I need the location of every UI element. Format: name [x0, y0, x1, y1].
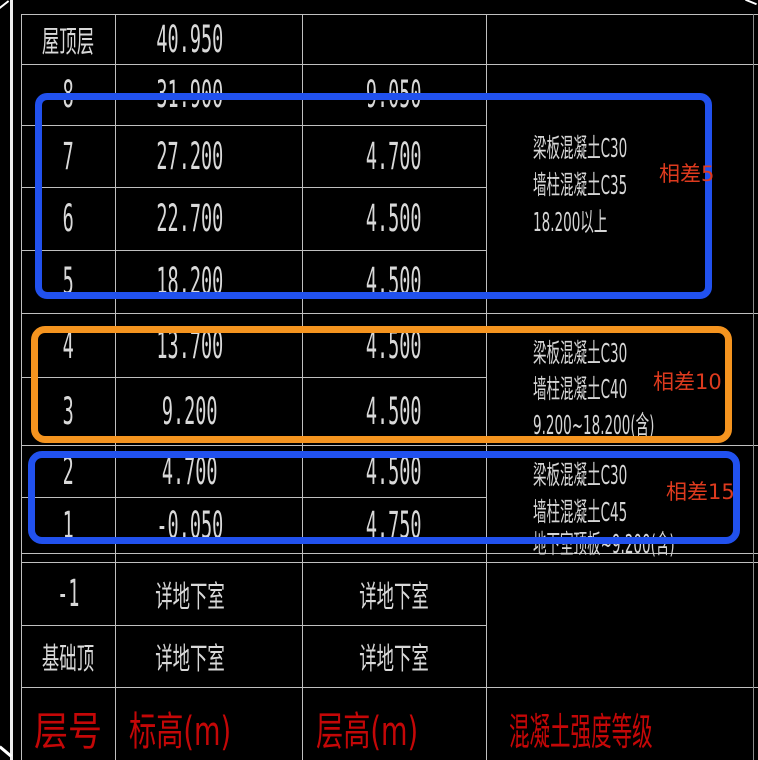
- cell-text: 3: [62, 389, 74, 433]
- cell-elevation-roof: 40.950: [115, 14, 302, 64]
- grid-line: [21, 14, 22, 760]
- grid-line: [21, 14, 758, 15]
- concrete-block1-line3: 18.200以上: [533, 208, 608, 238]
- cell-height-6: 4.500: [302, 187, 486, 250]
- corner-mark-top-right: [745, 0, 757, 6]
- cell-floor-roof: 屋顶层: [21, 14, 115, 64]
- cell-text: 2: [62, 449, 74, 493]
- grid-line: [21, 497, 486, 498]
- cell-floor-6: 6: [21, 187, 115, 250]
- note-diff-15: 相差15: [666, 480, 735, 504]
- cell-text: -1: [56, 572, 80, 615]
- cell-elevation-6: 22.700: [115, 187, 302, 250]
- concrete-block2-line2: 墙柱混凝土C40: [533, 375, 628, 405]
- cell-floor-foundation: 基础顶: [21, 625, 115, 687]
- grid-line: [21, 445, 758, 446]
- header-text: 混凝土强度等级: [509, 709, 653, 754]
- header-text: 标高(m): [129, 709, 232, 755]
- cell-text: 1: [62, 503, 74, 547]
- cell-text: 22.700: [156, 197, 223, 240]
- cell-text: 5: [62, 260, 74, 303]
- grid-line: [302, 14, 303, 760]
- cell-text: 详地下室: [154, 579, 225, 615]
- grid-line: [486, 14, 487, 760]
- cell-floor-5: 5: [21, 250, 115, 313]
- cell-text: 7: [62, 134, 74, 178]
- cell-elevation-foundation: 详地下室: [115, 625, 302, 687]
- header-floor-height: 层高(m): [302, 700, 500, 756]
- grid-line: [115, 14, 116, 760]
- cell-text: 4.500: [366, 389, 422, 433]
- header-concrete-grade: 混凝土强度等级: [509, 700, 758, 756]
- cell-floor-7: 7: [21, 125, 115, 187]
- grid-line: [21, 687, 758, 688]
- grid-line: [21, 313, 758, 314]
- cell-text: 40.950: [156, 17, 223, 61]
- highlight-box-floors-5-8: [35, 93, 712, 299]
- cell-text: 4: [62, 323, 74, 367]
- cell-height-foundation: 详地下室: [302, 625, 486, 687]
- grid-line: [21, 625, 486, 626]
- cell-text: 9.200: [161, 389, 218, 433]
- cell-text: 详地下室: [359, 579, 429, 615]
- cell-text: 4.500: [366, 197, 422, 240]
- cell-text: 详地下室: [154, 642, 225, 677]
- corner-mark-top-left: [0, 0, 10, 10]
- cell-text: 基础顶: [41, 642, 95, 677]
- cell-height-3: 4.500: [302, 377, 486, 445]
- cell-elevation-b1: 详地下室: [115, 562, 302, 625]
- concrete-block3-line1: 梁板混凝土C30: [533, 461, 628, 491]
- concrete-block1-line1: 梁板混凝土C30: [533, 134, 628, 164]
- concrete-block2-line1: 梁板混凝土C30: [533, 339, 628, 369]
- cell-elevation-3: 9.200: [115, 377, 302, 445]
- cell-floor-1: 1: [21, 497, 115, 553]
- cell-text: 27.200: [156, 134, 223, 178]
- grid-line: [21, 250, 486, 251]
- grid-line: [21, 125, 486, 126]
- grid-line: [21, 187, 486, 188]
- highlight-box-floors-1-2: [28, 451, 740, 544]
- highlight-box-floors-3-4: [31, 326, 732, 443]
- cell-elevation-7: 27.200: [115, 125, 302, 187]
- cell-floor-b1: -1: [21, 562, 115, 625]
- concrete-block3-line2: 墙柱混凝土C45: [533, 498, 628, 528]
- grid-line: [21, 562, 758, 563]
- header-text: 层高(m): [316, 709, 419, 755]
- grid-line: [753, 14, 754, 760]
- cell-floor-3: 3: [21, 377, 115, 445]
- grid-line: [21, 553, 758, 554]
- concrete-block3-line3: 地下室顶板~9.200(含): [533, 530, 675, 560]
- cell-height-7: 4.700: [302, 125, 486, 187]
- cell-text: 屋顶层: [41, 25, 95, 60]
- header-text: 层号: [34, 709, 102, 755]
- cell-text: 6: [62, 197, 74, 240]
- cell-floor-4: 4: [21, 313, 115, 377]
- cell-text: 详地下室: [359, 642, 429, 677]
- header-floor-number: 层号: [21, 700, 115, 756]
- concrete-block1-line2: 墙柱混凝土C35: [533, 171, 628, 201]
- left-edge-line: [10, 0, 13, 760]
- note-diff-5: 相差5: [659, 162, 715, 186]
- header-elevation: 标高(m): [115, 700, 316, 756]
- cell-floor-2: 2: [21, 445, 115, 497]
- cell-height-b1: 详地下室: [302, 562, 486, 625]
- grid-line: [21, 64, 758, 65]
- note-diff-10: 相差10: [653, 370, 722, 394]
- grid-line: [21, 377, 486, 378]
- cell-text: 4.700: [366, 134, 422, 178]
